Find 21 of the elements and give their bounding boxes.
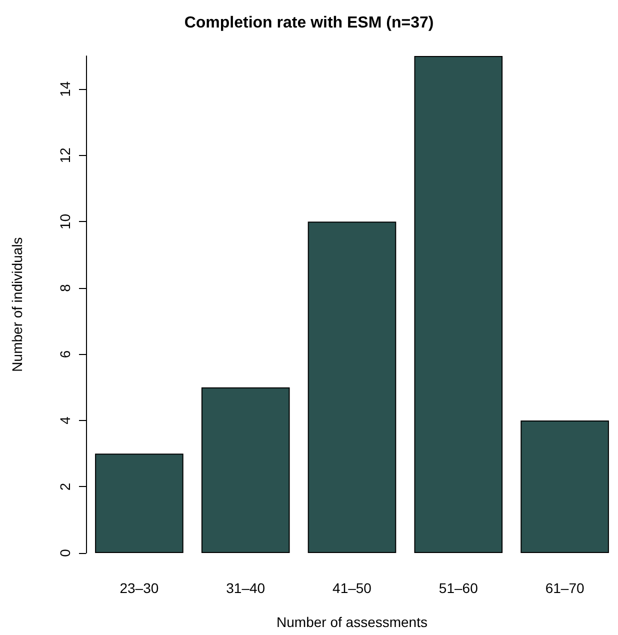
y-tick-label: 8 [57,284,73,292]
x-tick-label: 61–70 [545,580,584,596]
y-axis-title: Number of individuals [9,237,25,372]
chart-title: Completion rate with ESM (n=37) [184,14,434,32]
y-tick-label: 12 [57,147,73,164]
bar [414,56,503,553]
bar [308,222,396,553]
y-tick-label: 4 [57,416,73,424]
x-tick-label: 23–30 [120,580,159,596]
bar [95,454,184,553]
y-tick-label: 0 [57,548,73,557]
y-tick-label: 14 [57,81,73,97]
x-axis-title: Number of assessments [276,614,428,630]
bar [520,420,609,553]
y-tick-label: 6 [57,350,73,358]
y-tick-label: 10 [57,214,73,230]
x-tick-label: 31–40 [226,580,266,596]
x-tick-label: 41–50 [332,580,372,596]
x-tick-label: 51–60 [438,580,478,596]
bar [201,387,290,553]
y-tick-label: 2 [57,482,73,491]
